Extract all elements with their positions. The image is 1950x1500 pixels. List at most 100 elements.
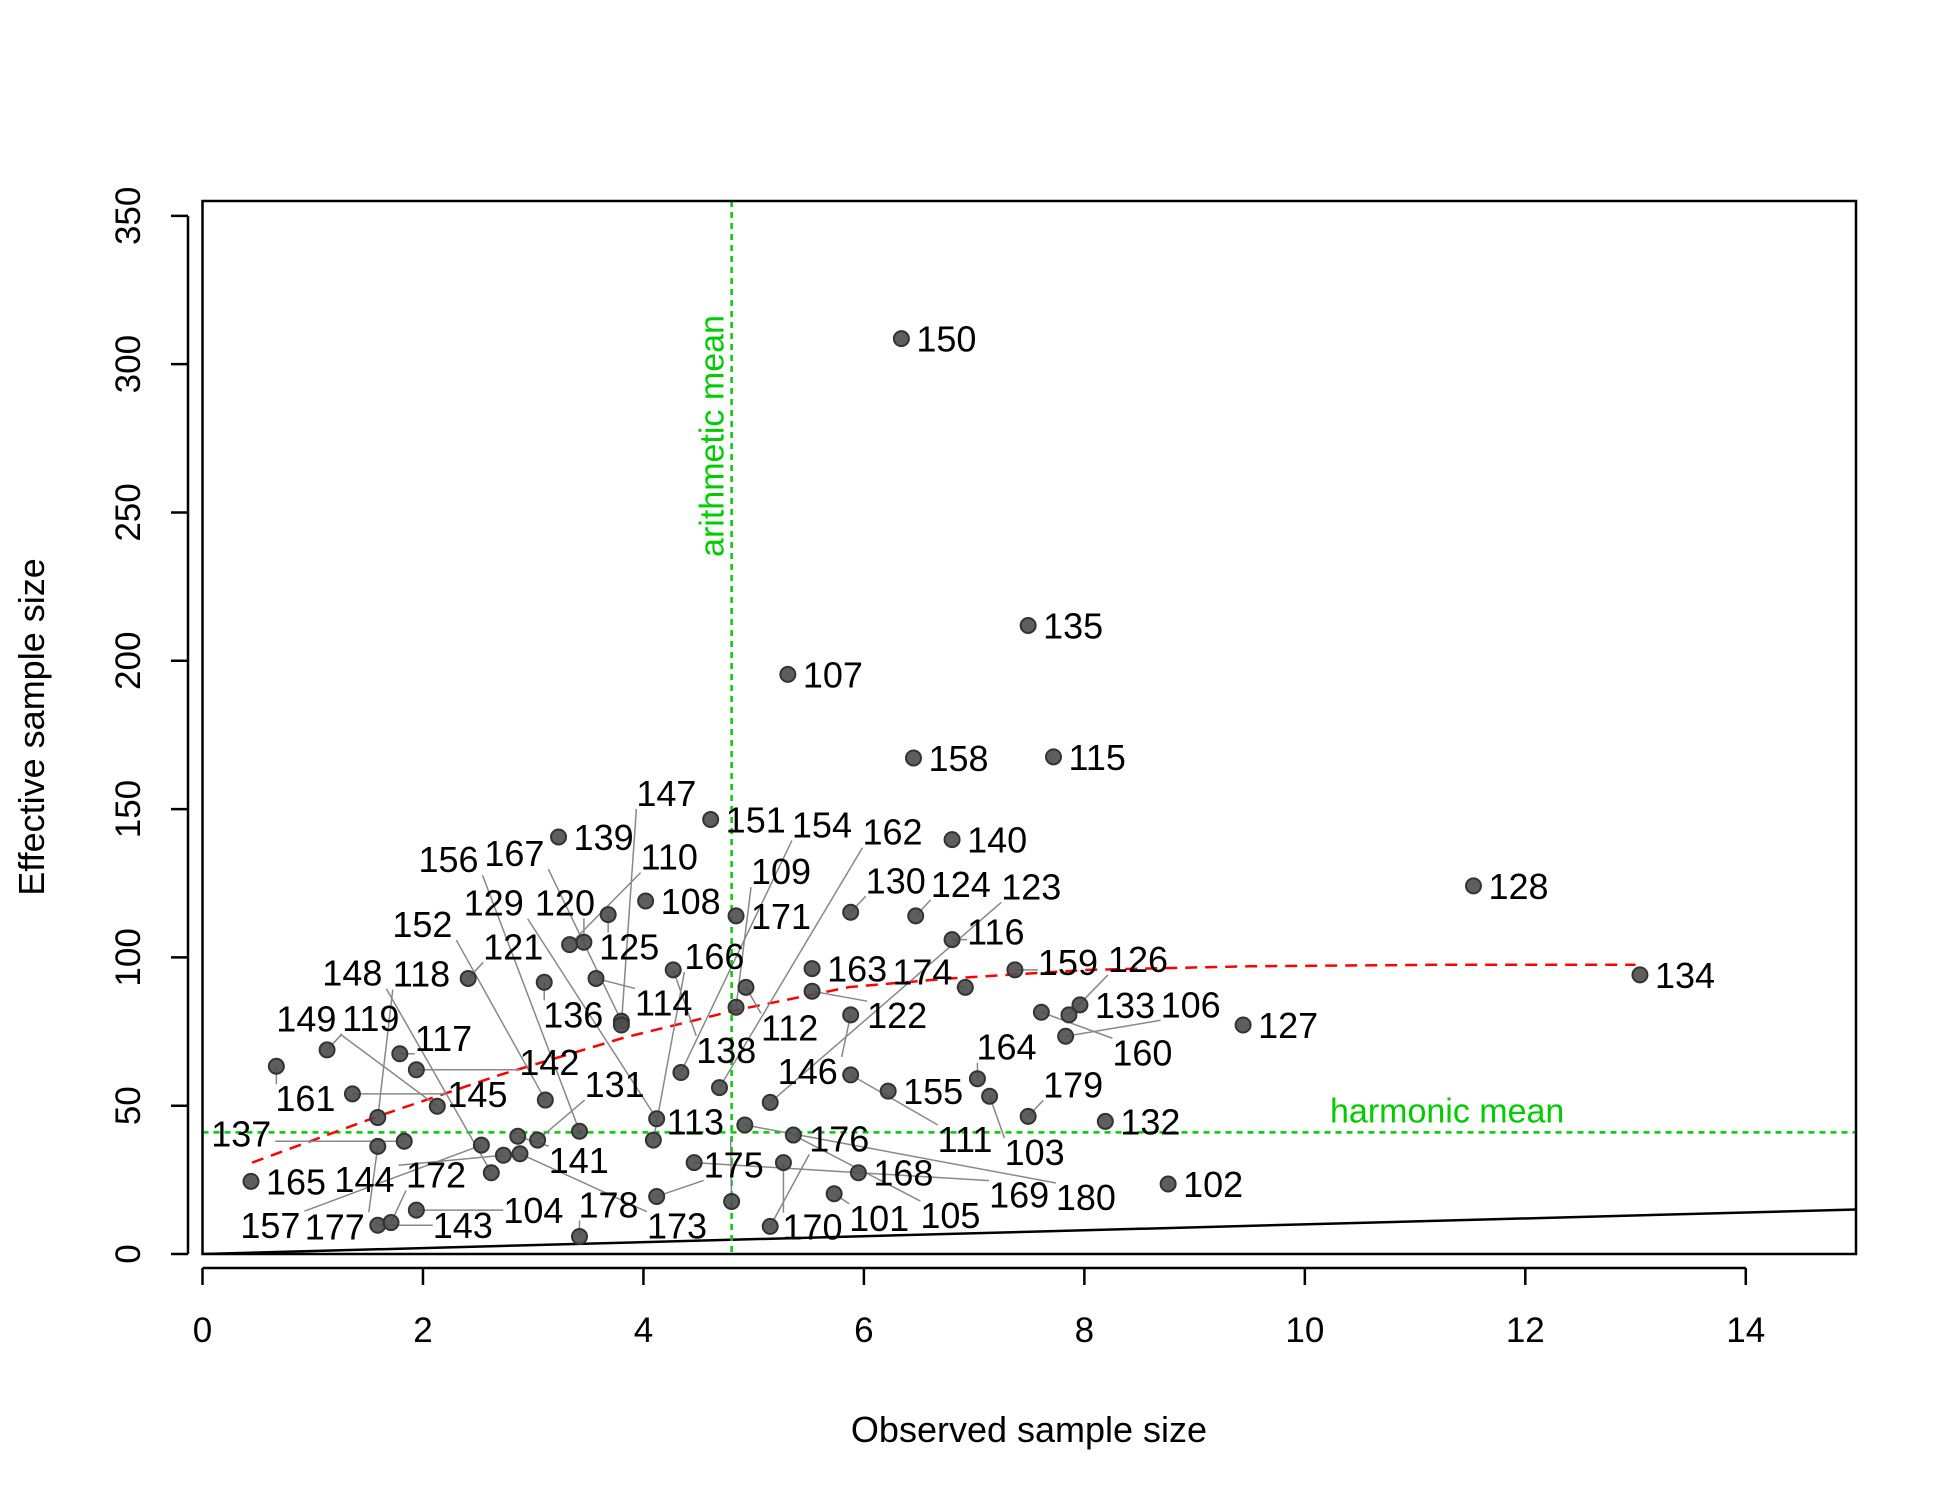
data-point <box>784 1126 802 1144</box>
point-label: 147 <box>636 773 696 814</box>
label-leader-line <box>620 808 638 1026</box>
point-label: 112 <box>761 1007 818 1048</box>
point-label: 174 <box>892 951 952 992</box>
data-point <box>570 1227 588 1245</box>
point-label: 107 <box>803 654 863 695</box>
point-label: 128 <box>1488 866 1548 907</box>
data-point <box>664 961 682 979</box>
y-tick-label: 300 <box>109 335 148 393</box>
point-label: 101 <box>849 1198 909 1239</box>
point-label: 136 <box>543 994 603 1035</box>
x-tick-label: 10 <box>1285 1311 1324 1350</box>
point-label: 145 <box>447 1074 507 1115</box>
point-label: 165 <box>266 1161 326 1202</box>
label-leader-line <box>398 1154 504 1166</box>
data-point <box>905 749 923 767</box>
data-point <box>369 1109 387 1127</box>
point-label: 127 <box>1258 1005 1318 1046</box>
label-leader-line <box>729 1137 733 1202</box>
data-point <box>761 1217 779 1235</box>
x-tick-label: 12 <box>1506 1311 1545 1350</box>
x-tick-label: 8 <box>1075 1311 1094 1350</box>
data-point <box>702 810 720 828</box>
data-point <box>575 933 593 951</box>
data-point <box>407 1061 425 1079</box>
data-point <box>723 1192 741 1210</box>
data-point <box>727 998 745 1016</box>
x-axis-title: Observed sample size <box>851 1409 1207 1450</box>
data-point <box>343 1085 361 1103</box>
data-point <box>644 1131 662 1149</box>
point-label: 170 <box>782 1207 842 1248</box>
point-label: 118 <box>393 954 450 995</box>
smooth-curve <box>251 963 1636 1164</box>
identity-line <box>202 1208 1856 1254</box>
data-point <box>736 1116 754 1134</box>
data-point <box>1045 748 1063 766</box>
label-leader-line <box>304 1144 482 1212</box>
point-label: 111 <box>938 1119 993 1160</box>
label-leader-line <box>527 918 658 1120</box>
arithmetic-mean-label: arithmetic mean <box>694 315 732 557</box>
point-label: 104 <box>503 1190 563 1231</box>
x-axis: 0 2 4 6 8 10 12 14 <box>193 1266 1765 1350</box>
point-label: 178 <box>578 1184 638 1225</box>
point-label: 157 <box>240 1205 300 1246</box>
point-label: 159 <box>1038 942 1098 983</box>
label-leader-line <box>680 840 793 1073</box>
data-point <box>842 903 860 921</box>
label-leader-line <box>811 990 868 1002</box>
y-tick-label: 250 <box>109 483 148 541</box>
data-point <box>482 1164 500 1182</box>
point-label: 139 <box>574 817 634 858</box>
data-point <box>1057 1027 1075 1045</box>
point-label: 166 <box>684 936 744 977</box>
data-point <box>648 1187 666 1205</box>
data-point <box>242 1172 260 1190</box>
point-label: 143 <box>433 1205 493 1246</box>
data-point <box>1631 966 1649 984</box>
data-point <box>803 960 821 978</box>
data-point <box>943 831 961 849</box>
point-label: 167 <box>484 833 544 874</box>
y-tick-label: 100 <box>109 928 148 986</box>
point-label: 169 <box>989 1175 1049 1216</box>
point-label: 177 <box>305 1206 365 1247</box>
point-label: 138 <box>696 1030 756 1071</box>
point-label: 146 <box>778 1051 838 1092</box>
data-point <box>943 931 961 949</box>
y-axis-title: Effective sample size <box>11 558 52 895</box>
point-label: 158 <box>929 738 989 779</box>
point-label: 106 <box>1161 984 1221 1025</box>
y-tick-label: 150 <box>109 780 148 838</box>
point-label: 137 <box>211 1113 271 1154</box>
data-point <box>369 1137 387 1155</box>
x-tick-label: 0 <box>193 1311 212 1350</box>
point-label: 150 <box>916 319 976 360</box>
point-label: 168 <box>873 1153 933 1194</box>
label-leader-line <box>718 847 864 1088</box>
point-label: 133 <box>1095 985 1155 1026</box>
point-label: 149 <box>276 998 336 1039</box>
data-point <box>395 1132 413 1150</box>
label-leader-line <box>537 1099 586 1141</box>
point-label: 121 <box>483 926 543 967</box>
label-leader-line <box>850 1074 939 1126</box>
label-leader-line <box>339 1033 438 1107</box>
point-label: 152 <box>392 904 452 945</box>
data-point <box>774 1154 792 1172</box>
point-label: 105 <box>920 1195 980 1236</box>
data-point <box>956 978 974 996</box>
x-tick-label: 4 <box>634 1311 653 1350</box>
point-label: 172 <box>406 1155 466 1196</box>
data-point <box>803 982 821 1000</box>
point-label: 155 <box>903 1071 963 1112</box>
data-point <box>1234 1016 1252 1034</box>
data-point <box>685 1154 703 1172</box>
data-point <box>1071 996 1089 1014</box>
data-point <box>842 1066 860 1084</box>
data-point <box>382 1214 400 1232</box>
data-point <box>570 1122 588 1140</box>
point-label: 151 <box>726 799 786 840</box>
